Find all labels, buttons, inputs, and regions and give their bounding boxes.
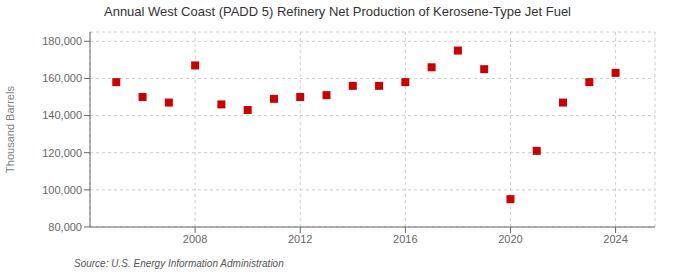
html-text:Source: U.S. Energy Informatio: Source: U.S. Energy Information Administ… bbox=[74, 258, 284, 269]
svg-text:140,000: 140,000 bbox=[42, 109, 82, 121]
svg-text:120,000: 120,000 bbox=[42, 147, 82, 159]
svg-text:160,000: 160,000 bbox=[42, 72, 82, 84]
svg-text:180,000: 180,000 bbox=[42, 35, 82, 47]
html-text:Annual West Coast (PADD 5) Ref: Annual West Coast (PADD 5) Refinery Net … bbox=[104, 4, 571, 19]
svg-text:2024: 2024 bbox=[603, 233, 627, 245]
svg-text:Thousand Barrels: Thousand Barrels bbox=[8, 86, 16, 173]
svg-text:80,000: 80,000 bbox=[48, 221, 82, 233]
svg-text:2012: 2012 bbox=[288, 233, 312, 245]
svg-text:2016: 2016 bbox=[393, 233, 417, 245]
svg-text:2008: 2008 bbox=[183, 233, 207, 245]
svg-text:100,000: 100,000 bbox=[42, 184, 82, 196]
svg-text:2020: 2020 bbox=[498, 233, 522, 245]
